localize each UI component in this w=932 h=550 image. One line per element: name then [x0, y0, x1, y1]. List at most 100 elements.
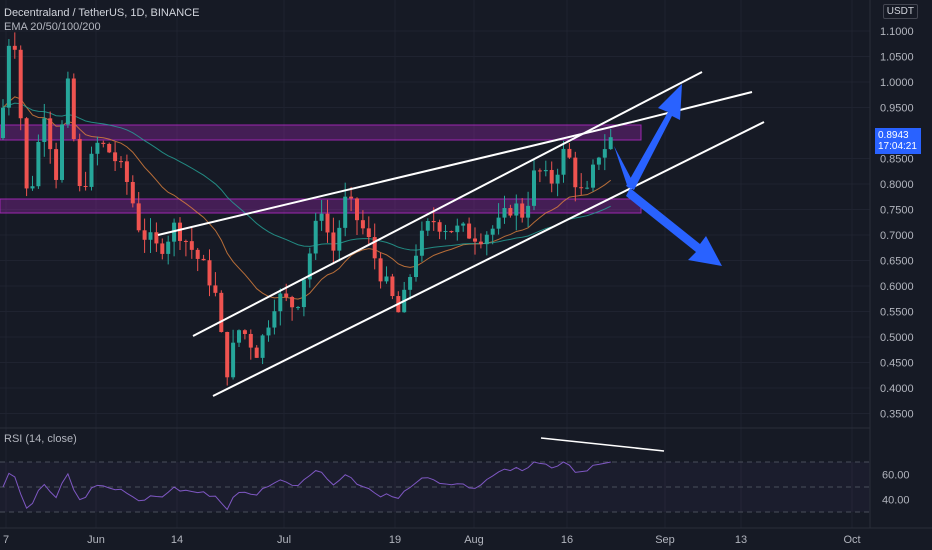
time-axis-label: Jul	[277, 534, 291, 546]
candle-body	[242, 330, 247, 334]
candle-body	[591, 164, 595, 188]
price-axis-label: 1.0000	[880, 77, 914, 89]
time-axis-label: Sep	[655, 534, 675, 546]
candle-body	[337, 227, 342, 251]
candle-body	[48, 118, 53, 150]
candle-body	[142, 230, 147, 240]
price-axis-label: 1.1000	[880, 26, 914, 38]
time-axis-label: 19	[389, 534, 401, 546]
rsi-line	[2, 461, 611, 511]
price-axis-label: 0.6000	[880, 281, 914, 293]
candle-body	[573, 157, 578, 188]
candle-body	[178, 222, 182, 241]
rsi-divergence-line	[540, 437, 665, 452]
trend-line	[631, 91, 753, 123]
rsi-pane	[0, 437, 870, 513]
candle-body	[526, 205, 531, 218]
candle-body	[414, 255, 418, 278]
candle-body	[89, 153, 94, 187]
time-axis[interactable]: 7 Jun 14 Jul 19 Aug 16 Sep 13 Oct	[3, 534, 861, 546]
trend-line-drawings[interactable]	[157, 71, 765, 397]
candle-body	[154, 232, 159, 244]
price-axis-label: 0.7000	[880, 230, 914, 242]
time-axis-label: 7	[3, 534, 9, 546]
price-axis-label: 0.5000	[880, 332, 914, 344]
chart-legend[interactable]: Decentraland / TetherUS, 1D, BINANCE EMA…	[4, 6, 199, 34]
price-axis-label: 0.8000	[880, 179, 914, 191]
candle-body	[254, 347, 259, 358]
candle-body	[225, 331, 230, 378]
time-axis-label: Jun	[87, 534, 105, 546]
current-price-value: 0.8943	[878, 130, 909, 141]
candle-body	[83, 186, 88, 188]
arrow-down	[626, 188, 722, 266]
candle-body	[360, 220, 365, 229]
direction-arrows[interactable]	[614, 84, 722, 266]
time-axis-label: Aug	[464, 534, 484, 546]
candle-body	[130, 181, 135, 204]
candle-body	[561, 148, 566, 175]
candle-body	[266, 327, 271, 336]
candle-body	[195, 249, 200, 259]
candle-body	[555, 174, 560, 184]
candle-body	[343, 196, 348, 228]
candle-body	[113, 152, 118, 162]
time-axis-label: Oct	[843, 534, 860, 546]
price-axis-label: 0.4500	[880, 358, 914, 370]
time-axis-label: 13	[735, 534, 747, 546]
candle-body	[449, 231, 454, 233]
candlestick-series	[1, 32, 613, 386]
candle-body	[301, 279, 306, 308]
candle-body	[136, 203, 141, 231]
currency-badge[interactable]: USDT	[882, 4, 918, 19]
candle-body	[608, 137, 613, 150]
candle-body	[384, 276, 389, 282]
candle-body	[579, 187, 584, 189]
candle-body	[585, 187, 590, 189]
candle-body	[166, 241, 171, 254]
candle-body	[425, 220, 430, 231]
candle-body	[408, 277, 413, 290]
candle-body	[537, 170, 542, 172]
trend-line	[157, 121, 633, 236]
candle-body	[1, 107, 5, 139]
candle-body	[160, 243, 165, 254]
candle-body	[60, 124, 64, 180]
candle-body	[30, 186, 35, 189]
candle-body	[278, 293, 283, 312]
candle-body	[119, 161, 123, 163]
candle-body	[213, 285, 218, 293]
candle-body	[419, 230, 424, 256]
candle-body	[473, 238, 477, 242]
ema-indicator-label[interactable]: EMA 20/50/100/200	[4, 21, 101, 33]
price-axis-label: 0.6500	[880, 256, 914, 268]
candle-body	[36, 141, 41, 187]
symbol-title[interactable]: Decentraland / TetherUS, 1D, BINANCE	[4, 7, 200, 19]
candle-body	[461, 223, 466, 226]
candle-body	[443, 231, 448, 233]
ema-50-line	[2, 102, 611, 251]
candle-body	[366, 228, 371, 238]
rsi-axis[interactable]: 60.00 40.00	[882, 470, 910, 507]
candle-body	[502, 208, 507, 218]
price-axis-label: 0.7500	[880, 205, 914, 217]
candle-body	[313, 220, 318, 254]
resistance-zone	[0, 124, 642, 141]
candle-countdown: 17:04:21	[878, 141, 917, 152]
candle-body	[42, 118, 47, 142]
candle-body	[237, 330, 241, 343]
candle-body	[467, 223, 472, 239]
ema-lines	[2, 96, 612, 300]
arrow-down-short	[614, 146, 634, 188]
candle-body	[290, 296, 295, 308]
candle-body	[260, 335, 265, 358]
price-axis-label: 0.3500	[880, 409, 914, 421]
price-axis[interactable]: 1.1000 1.0500 1.0000 0.9500 0.8500 0.8000 0.75…	[880, 26, 914, 421]
candle-body	[183, 240, 188, 242]
candle-body	[372, 237, 377, 259]
rsi-indicator-label[interactable]: RSI (14, close)	[4, 433, 77, 445]
price-axis-label: 1.0500	[880, 52, 914, 64]
candle-body	[284, 293, 289, 297]
candle-body	[455, 225, 460, 233]
